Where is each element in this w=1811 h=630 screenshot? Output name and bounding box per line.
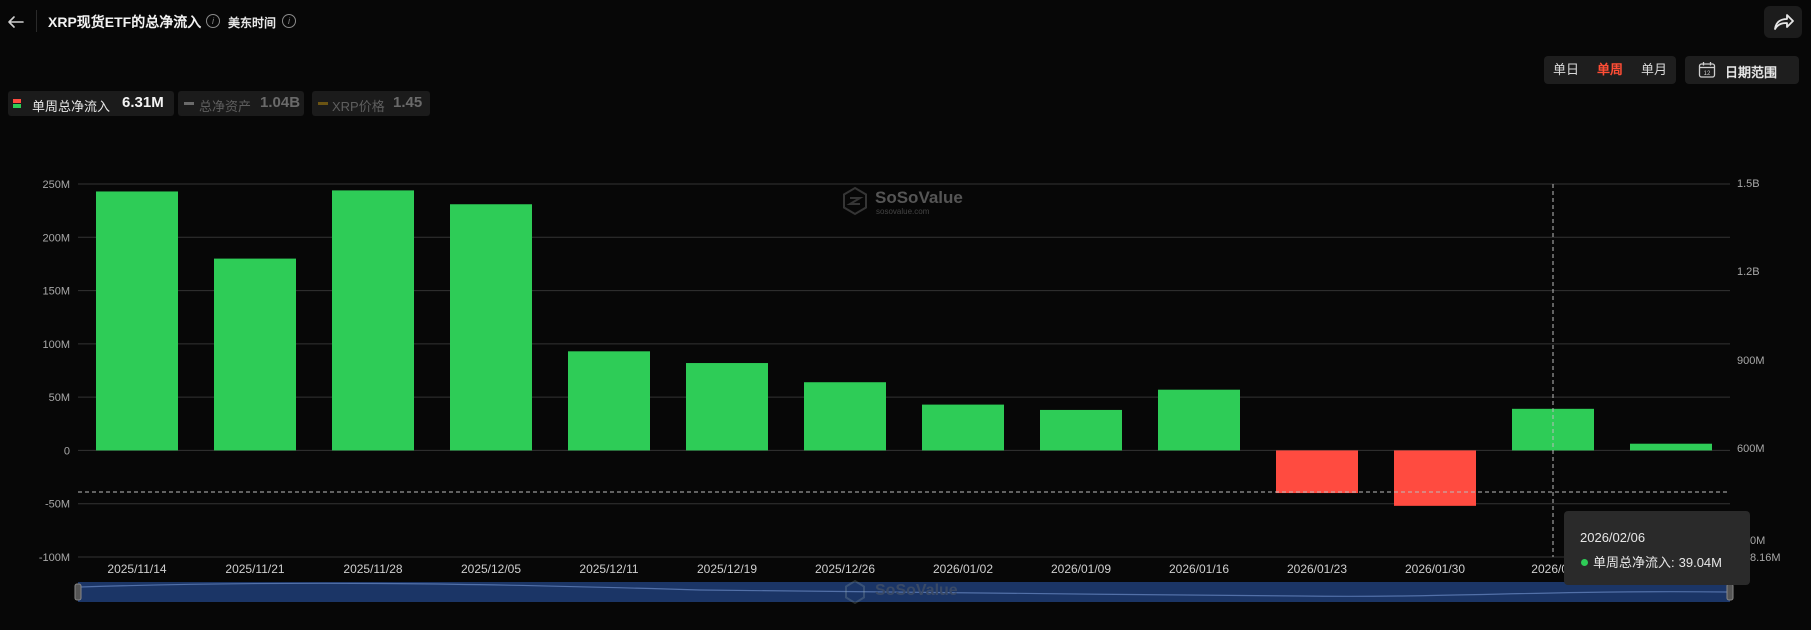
x-tick-label: 2025/11/28 [343, 562, 402, 576]
tooltip-date: 2026/02/06 [1580, 530, 1646, 545]
y-tick-label: -100M [39, 552, 70, 564]
bar-2026/01/30[interactable] [1394, 450, 1476, 506]
tooltip-series-dot [1581, 559, 1588, 566]
y-tick-label: -50M [45, 499, 70, 511]
header-divider [36, 10, 37, 32]
navigator-watermark: SoSoValue [875, 582, 958, 599]
legend-swatch-icon [13, 99, 21, 108]
x-tick-label: 2025/11/14 [107, 562, 166, 576]
bar-2025/12/05[interactable] [450, 204, 532, 451]
tab-weekly[interactable]: 单周 [1596, 62, 1623, 77]
y-tick-label: 250M [42, 179, 70, 191]
y-tick-label: 200M [42, 232, 70, 244]
grid-lines [78, 183, 1730, 558]
bar-2026/01/09[interactable] [1040, 409, 1122, 451]
back-arrow-icon[interactable] [4, 10, 28, 34]
navigator-trend-line [79, 582, 1729, 597]
y-tick-label: 0 [64, 445, 70, 457]
legend-value: 6.31M [122, 94, 164, 111]
x-tick-label: 2026/01/02 [933, 562, 993, 576]
x-tick-label: 2026/01/30 [1405, 562, 1465, 576]
date-range-label: 日期范围 [1725, 65, 1778, 80]
watermark-brand: SoSoValue [875, 188, 963, 207]
timezone-info-icon[interactable]: i [282, 14, 296, 28]
y2-tick-label: 0M [1750, 535, 1765, 547]
x-tick-label: 2026/01/16 [1169, 562, 1229, 576]
range-navigator[interactable]: SoSoValue [74, 579, 1734, 605]
navigator-handle-right[interactable] [1726, 583, 1734, 601]
legend-value: 1.45 [393, 94, 423, 111]
share-button[interactable] [1764, 6, 1802, 38]
svg-text:12: 12 [1704, 71, 1711, 77]
x-tick-label: 2025/12/11 [579, 562, 638, 576]
x-tick-label: 2025/12/19 [697, 562, 757, 576]
chart-tooltip: 2026/02/06 单周总净流入: 39.04M [1564, 511, 1750, 585]
x-tick-label: 2025/12/05 [461, 562, 521, 576]
title-info-icon[interactable]: i [206, 14, 220, 28]
y2-tick-label: 600M [1737, 443, 1765, 455]
tab-daily[interactable]: 单日 [1552, 62, 1579, 77]
y-tick-label: 150M [42, 286, 70, 298]
navigator-logo-icon [845, 579, 865, 605]
sosovalue-logo-icon [843, 186, 867, 216]
tooltip-value: 39.04M [1678, 555, 1722, 570]
page-title: XRP现货ETF的总净流入 [48, 14, 202, 30]
bar-2025/11/28[interactable] [332, 190, 414, 451]
x-axis: 2025/11/14 2025/11/21 2025/11/28 2025/12/05… [107, 562, 1575, 576]
bar-2025/12/26[interactable] [804, 382, 886, 451]
legend-total-net-assets[interactable]: 总净资产 1.04B [178, 91, 304, 116]
y2-tick-label: 8.16M [1750, 552, 1781, 564]
tooltip-label: 单周总净流入: [1593, 555, 1675, 570]
bars [96, 190, 1712, 506]
period-toggle: 单日 单周 单月 [1544, 56, 1676, 84]
bar-2025/12/11[interactable] [568, 351, 650, 451]
net-inflow-chart[interactable]: SoSoValue sosovalue.com -100M -50M 0 50M 100… [0, 150, 1811, 610]
bar-2026/01/23[interactable] [1276, 450, 1358, 494]
timezone-label: 美东时间 [228, 16, 277, 30]
share-icon [1774, 14, 1794, 30]
calendar-icon: 12 [1698, 62, 1716, 78]
y2-tick-label: 1.2B [1737, 266, 1760, 278]
y-axis-left: -100M -50M 0 50M 100M 150M 200M 250M [39, 179, 70, 564]
x-tick-label: 2026/01/09 [1051, 562, 1111, 576]
bar-2025/11/14[interactable] [96, 191, 178, 451]
legend-line-swatch-icon [318, 102, 328, 105]
watermark-site: sosovalue.com [876, 207, 930, 216]
x-tick-label: 2026/01/23 [1287, 562, 1347, 576]
legend-label: 单周总净流入 [32, 99, 111, 114]
navigator-handle-left[interactable] [74, 583, 82, 601]
y-tick-label: 50M [49, 392, 70, 404]
crosshair [78, 184, 1730, 557]
tab-monthly[interactable]: 单月 [1640, 62, 1667, 77]
date-range-button[interactable]: 12 日期范围 [1685, 56, 1799, 84]
bar-2026/01/02[interactable] [922, 404, 1004, 451]
legend-value: 1.04B [260, 94, 301, 111]
bar-2026/02/13[interactable] [1630, 443, 1712, 451]
watermark: SoSoValue sosovalue.com [843, 186, 963, 216]
y2-tick-label: 1.5B [1737, 178, 1760, 190]
y-tick-label: 100M [42, 339, 70, 351]
legend-xrp-price[interactable]: XRP价格 1.45 [312, 91, 430, 116]
top-bar: XRP现货ETF的总净流入 i 美东时间 i [0, 0, 1811, 44]
bar-2025/11/21[interactable] [214, 258, 296, 451]
legend-weekly-net-inflow[interactable]: 单周总净流入 6.31M [8, 91, 174, 116]
x-tick-label: 2025/12/26 [815, 562, 875, 576]
x-tick-label: 2025/11/21 [225, 562, 284, 576]
y-axis-right: 1.5B 1.2B 900M 600M 0M 8.16M [1737, 178, 1781, 564]
legend-label: 总净资产 [199, 99, 252, 114]
legend-line-swatch-icon [184, 102, 194, 105]
legend-label: XRP价格 [332, 99, 385, 114]
bar-2026/01/16[interactable] [1158, 389, 1240, 451]
bar-2025/12/19[interactable] [686, 363, 768, 451]
tooltip-row: 单周总净流入: 39.04M [1593, 552, 1722, 571]
y2-tick-label: 900M [1737, 355, 1765, 367]
